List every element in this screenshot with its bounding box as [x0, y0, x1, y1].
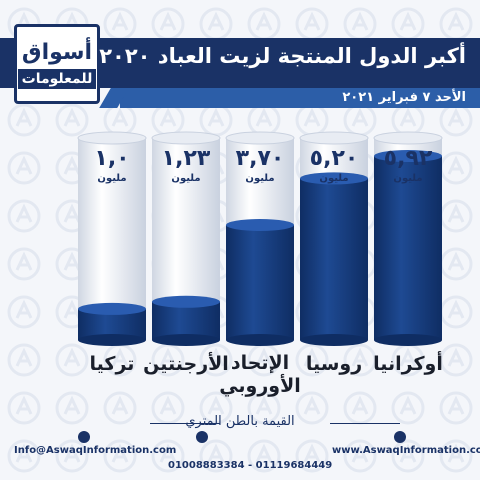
website-text[interactable]: www.AswaqInformation.com [332, 445, 480, 456]
date-stripe [120, 88, 480, 108]
category-label: الأوروبي [219, 374, 301, 397]
cylinder-top [225, 131, 295, 145]
value-label: ٥,٩٢ [384, 146, 433, 171]
unit-label: مليون [171, 173, 200, 184]
footer-line-right [330, 423, 400, 424]
phone-text: 01008883384 - 01119684449 [168, 460, 333, 471]
page-title: أكبر الدول المنتجة لزيت العباد ٢٠٢٠ [99, 44, 466, 68]
unit-label: مليون [97, 173, 126, 184]
value-label: ١,٢٣ [162, 146, 211, 171]
bar-base [78, 334, 146, 346]
bar [374, 156, 442, 340]
logo-bottom-text: للمعلومات [17, 68, 97, 89]
value-label: ٥,٢٠ [310, 146, 359, 171]
email-text[interactable]: Info@AswaqInformation.com [14, 445, 177, 456]
cylinder-top [151, 131, 221, 145]
logo-top-text: أسواق [21, 39, 93, 65]
category-label: روسيا [306, 353, 362, 375]
phone-icon [196, 431, 208, 443]
bar-base [226, 334, 294, 346]
brand-logo: أسواق للمعلومات [14, 24, 100, 104]
bar [226, 225, 294, 340]
cylinder-top [77, 131, 147, 145]
unit-label: مليون [319, 173, 348, 184]
bar-base [300, 334, 368, 346]
unit-caption: القيمة بالطن المتري [185, 414, 295, 429]
category-label: تركيا [90, 353, 135, 375]
bar [152, 301, 220, 340]
footer-line-left [150, 423, 220, 424]
cylinder-top [299, 131, 369, 145]
value-label: ٣,٧٠ [236, 146, 285, 171]
bar-top [78, 302, 146, 315]
cylinder-top [373, 131, 443, 145]
globe-icon [394, 431, 406, 443]
bar-top [226, 219, 294, 232]
unit-label: مليون [393, 173, 422, 184]
bar-base [374, 334, 442, 346]
bar-top [300, 172, 368, 185]
date-label: الأحد ٧ فبراير ٢٠٢١ [342, 90, 466, 105]
value-label: ١,٠ [94, 146, 129, 171]
category-label: الأرجنتين [143, 352, 229, 375]
email-icon [78, 431, 90, 443]
category-label: الإتحاد [231, 352, 289, 374]
unit-label: مليون [245, 173, 274, 184]
bar-top [152, 295, 220, 308]
bar-base [152, 334, 220, 346]
bar [300, 178, 368, 340]
category-label: أوكرانيا [373, 351, 443, 375]
bar-top [374, 150, 442, 163]
